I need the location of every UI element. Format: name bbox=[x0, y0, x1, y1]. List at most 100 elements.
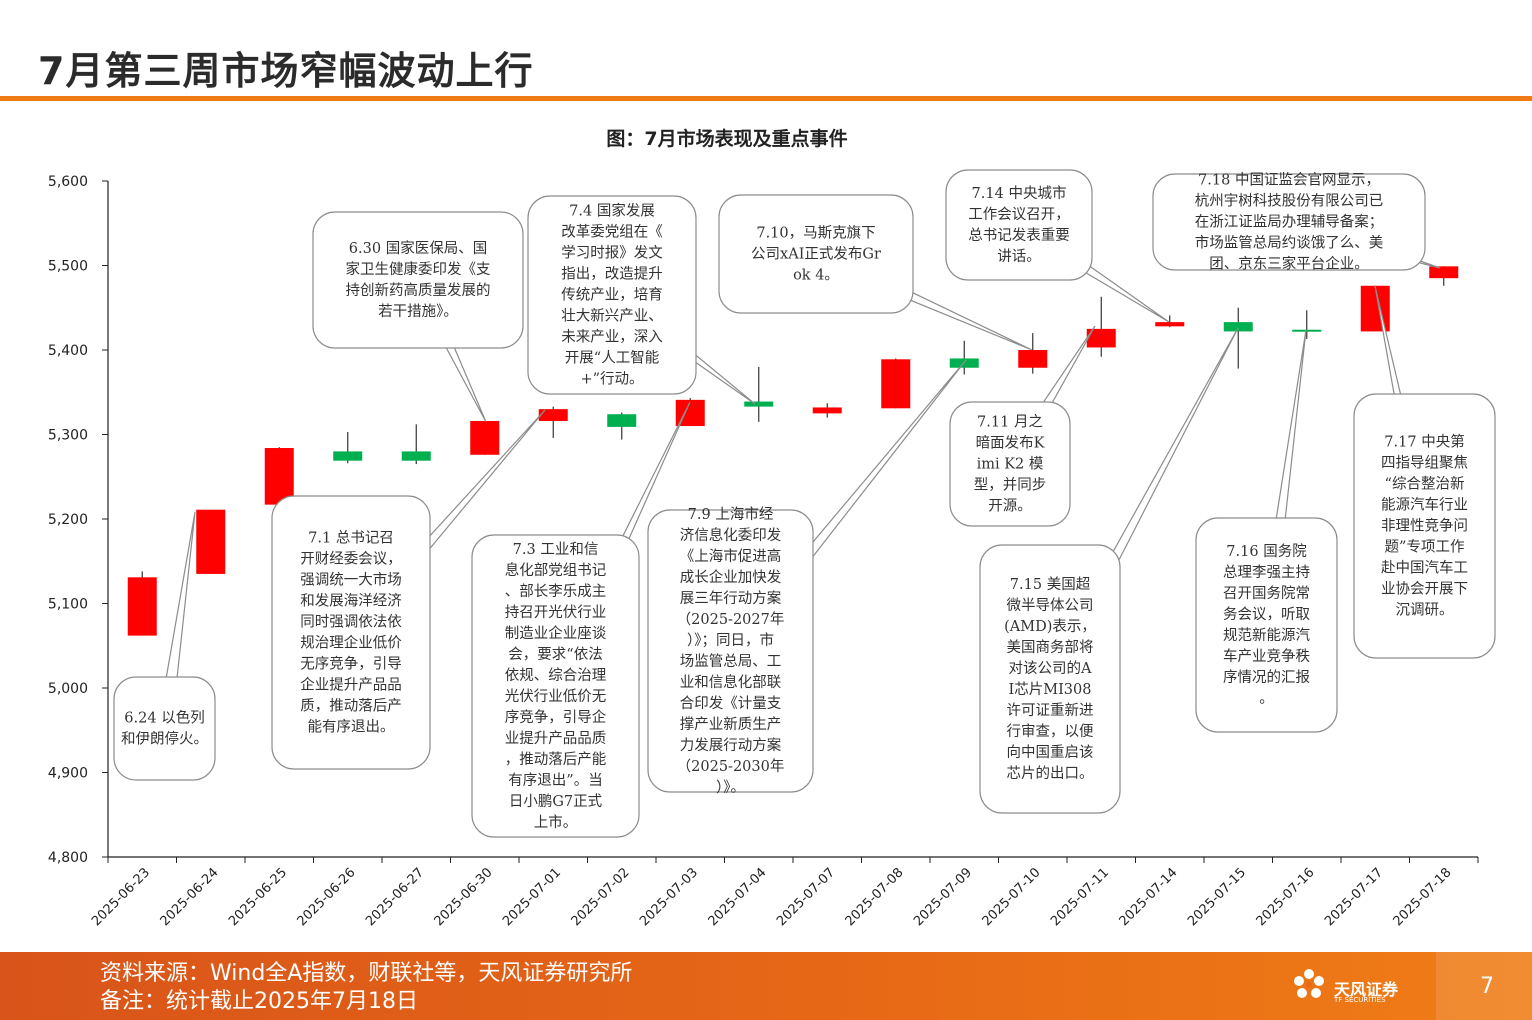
x-tick-label: 2025-07-10 bbox=[980, 865, 1044, 929]
callout-fill bbox=[649, 511, 812, 791]
candle-2025-06-27 bbox=[401, 424, 431, 465]
flower-logo-icon bbox=[1294, 969, 1324, 998]
footer-source: 资料来源：Wind全A指数，财联社等，天风证券研究所 bbox=[100, 961, 633, 986]
candle-2025-06-24 bbox=[196, 509, 226, 574]
x-tick-label: 2025-07-07 bbox=[774, 865, 838, 929]
candle-2025-07-18 bbox=[1429, 266, 1459, 286]
callout-a709: 7.9 上海市经济信息化委印发《上海市促进高成长企业加快发展三年行动方案（202… bbox=[647, 359, 967, 796]
candle-2025-07-14 bbox=[1155, 315, 1185, 328]
callout-text: 7.14 中央城市工作会议召开，总书记发表重要讲话。 bbox=[968, 185, 1070, 265]
candle-2025-07-15 bbox=[1223, 307, 1253, 369]
y-tick-label: 5,500 bbox=[48, 259, 88, 275]
title-divider bbox=[0, 96, 1532, 101]
logo-en-text: TF SECURITIES bbox=[1334, 996, 1386, 1004]
candle-body bbox=[1086, 328, 1116, 348]
x-tick-label: 2025-06-25 bbox=[226, 865, 290, 929]
page-number: 7 bbox=[1480, 974, 1494, 999]
x-tick-label: 2025-07-16 bbox=[1254, 865, 1318, 929]
y-tick-label: 5,200 bbox=[48, 512, 88, 528]
callout-a710: 7.10，马斯克旗下公司xAI正式发布Gr ok 4。 bbox=[718, 194, 1033, 351]
y-tick-label: 5,600 bbox=[48, 174, 88, 190]
x-tick-label: 2025-06-24 bbox=[158, 865, 222, 929]
candle-2025-07-08 bbox=[881, 358, 911, 409]
candle-body bbox=[538, 409, 568, 421]
chart-title: 图：7月市场表现及重点事件 bbox=[606, 128, 848, 150]
callout-text: 7.1 总书记召开财经委会议，强调统一大市场和发展海洋经济同时强调依法依规治理企… bbox=[300, 530, 402, 736]
footer-source-block: 资料来源：Wind全A指数，财联社等，天风证券研究所 备注：统计截止2025年7… bbox=[100, 960, 632, 1016]
candle-2025-06-26 bbox=[333, 431, 363, 464]
x-tick-label: 2025-07-09 bbox=[911, 865, 975, 929]
y-tick-label: 5,000 bbox=[48, 681, 88, 697]
candle-body bbox=[264, 448, 294, 505]
callout-a716: 7.16 国务院总理李强主持召开国务院常务会议，听取规范新能源汽车产业竞争秩序情… bbox=[1195, 329, 1338, 733]
callout-text: 7.15 美国超微半导体公司(AMD)表示，美国商务部将对该公司的A I芯片MI3… bbox=[1004, 576, 1096, 782]
y-tick-label: 5,300 bbox=[48, 428, 88, 444]
x-tick-label: 2025-07-01 bbox=[500, 865, 564, 929]
callout-a630: 6.30 国家医保局、国家卫生健康委印发《支持创新药高质量发展的若干措施》。 bbox=[312, 211, 524, 423]
candle-2025-06-25 bbox=[264, 447, 294, 509]
callout-text: 7.17 中央第四指导组聚焦“综合整治新能源汽车行业非理性竞争问题”专项工作赴中… bbox=[1381, 433, 1468, 619]
x-tick-label: 2025-06-27 bbox=[363, 865, 427, 929]
candle-2025-07-11 bbox=[1086, 296, 1116, 357]
page-title: 7月第三周市场窄幅波动上行 bbox=[38, 49, 534, 93]
x-tick-label: 2025-07-17 bbox=[1322, 865, 1386, 929]
candle-body bbox=[607, 414, 637, 427]
candle-body bbox=[1360, 285, 1390, 332]
candle-group bbox=[127, 266, 1459, 636]
callout-text: 7.11 月之暗面发布K imi K2 模型，并同步开源。 bbox=[974, 414, 1047, 515]
footer-note: 备注：统计截止2025年7月18日 bbox=[100, 989, 418, 1014]
callout-text: 7.16 国务院总理李强主持召开国务院常务会议，听取规范新能源汽车产业竞争秩序情… bbox=[1223, 543, 1310, 707]
callout-text: 7.18 中国证监会官网显示，杭州宇树科技股份有限公司已在浙江证监局办理辅导备案… bbox=[1195, 172, 1384, 273]
y-tick-label: 4,800 bbox=[48, 850, 88, 866]
x-tick-label: 2025-07-11 bbox=[1048, 865, 1112, 929]
candle-2025-07-02 bbox=[607, 412, 637, 440]
candle-body bbox=[812, 407, 842, 414]
callout-a717: 7.17 中央第四指导组聚焦“综合整治新能源汽车行业非理性竞争问题”专项工作赴中… bbox=[1353, 285, 1496, 659]
callout-text: 7.10，马斯克旗下公司xAI正式发布Gr ok 4。 bbox=[751, 225, 881, 284]
callout-text: 6.30 国家医保局、国家卫生健康委印发《支持创新药高质量发展的若干措施》。 bbox=[346, 240, 491, 320]
x-tick-label: 2025-07-15 bbox=[1185, 865, 1249, 929]
callout-a624: 6.24 以色列和伊朗停火。 bbox=[113, 511, 216, 781]
candle-2025-07-17 bbox=[1360, 285, 1390, 332]
candle-2025-07-16 bbox=[1292, 310, 1322, 340]
y-tick-label: 5,400 bbox=[48, 343, 88, 359]
candle-body bbox=[1018, 350, 1048, 368]
logo-cn-text: 天风证券 bbox=[1334, 980, 1399, 999]
x-tick-label: 2025-07-04 bbox=[706, 865, 770, 929]
candle-body bbox=[1155, 322, 1185, 327]
candle-body bbox=[196, 509, 226, 574]
callout-fill bbox=[1154, 175, 1424, 269]
page-number-box bbox=[1436, 952, 1532, 1020]
footer-bar: 资料来源：Wind全A指数，财联社等，天风证券研究所 备注：统计截止2025年7… bbox=[0, 952, 1532, 1020]
candle-2025-07-10 bbox=[1018, 333, 1048, 374]
callout-fill bbox=[720, 196, 912, 312]
callout-text: 7.4 国家发展改革委党组在《学习时报》发文指出，改造提升传统产业，培育壮大新兴… bbox=[561, 203, 663, 388]
callout-text: 7.3 工业和信息化部党组书记、部长李乐成主持召开光伏行业制造业企业座谈会，要求… bbox=[505, 541, 607, 831]
callout-a711: 7.11 月之暗面发布K imi K2 模型，并同步开源。 bbox=[949, 325, 1096, 527]
candle-body bbox=[1223, 322, 1253, 332]
callout-fill bbox=[1197, 519, 1336, 731]
callout-a714: 7.14 中央城市工作会议召开，总书记发表重要讲话。 bbox=[945, 169, 1170, 323]
x-tick-label: 2025-07-14 bbox=[1117, 865, 1181, 929]
callout-fill bbox=[273, 497, 429, 768]
callout-fill bbox=[529, 197, 695, 393]
candlestick-chart: 4,800 4,900 5,000 5,100 5,200 5,300 5,400 5,500… bbox=[48, 169, 1496, 929]
candle-2025-07-07 bbox=[812, 403, 842, 418]
candle-2025-07-01 bbox=[538, 406, 568, 438]
callout-text: 7.9 上海市经济信息化委印发《上海市促进高成长企业加快发展三年行动方案（202… bbox=[677, 506, 785, 796]
callout-text: 6.24 以色列和伊朗停火。 bbox=[121, 710, 208, 748]
callout-fill bbox=[951, 403, 1069, 525]
candle-body bbox=[127, 577, 157, 636]
callout-fill bbox=[981, 546, 1119, 812]
callout-fill bbox=[314, 213, 522, 347]
x-tick-label: 2025-06-30 bbox=[432, 865, 496, 929]
candle-body bbox=[333, 451, 363, 461]
candle-body bbox=[401, 451, 431, 461]
callout-a718: 7.18 中国证监会官网显示，杭州宇树科技股份有限公司已在浙江证监局办理辅导备案… bbox=[1152, 172, 1441, 273]
candle-2025-06-23 bbox=[127, 571, 157, 636]
x-tick-label: 2025-07-08 bbox=[843, 865, 907, 929]
x-tick-label: 2025-07-18 bbox=[1391, 865, 1455, 929]
candle-body bbox=[1292, 329, 1322, 332]
y-tick-label: 5,100 bbox=[48, 597, 88, 613]
callout-fill bbox=[1355, 395, 1494, 657]
